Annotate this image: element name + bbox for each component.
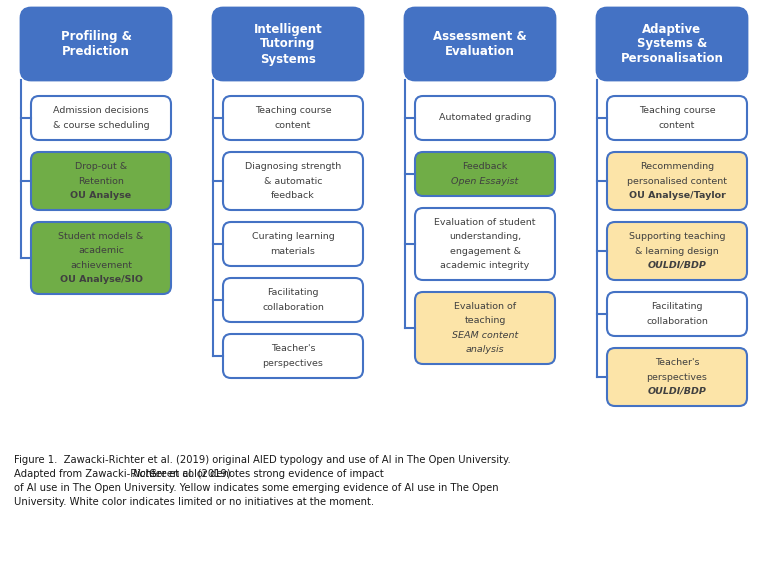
Text: Feedback: Feedback [462, 162, 508, 171]
Text: collaboration: collaboration [262, 303, 324, 312]
Text: Teacher's: Teacher's [655, 358, 699, 367]
Text: Automated grading: Automated grading [439, 114, 531, 123]
Text: Green color denotes strong evidence of impact: Green color denotes strong evidence of i… [146, 469, 384, 479]
Text: Evaluation of: Evaluation of [454, 302, 516, 311]
FancyBboxPatch shape [31, 152, 171, 210]
Text: Student models &: Student models & [58, 232, 144, 241]
Text: OULDI/BDP: OULDI/BDP [647, 387, 707, 396]
Text: Evaluation of student: Evaluation of student [434, 218, 536, 227]
FancyBboxPatch shape [213, 8, 363, 80]
Text: OU Analyse/SIO: OU Analyse/SIO [59, 275, 143, 284]
Text: perspectives: perspectives [647, 373, 707, 382]
Text: Adapted from Zawacki-Richter et al. (2019).: Adapted from Zawacki-Richter et al. (201… [14, 469, 237, 479]
FancyBboxPatch shape [607, 152, 747, 210]
Text: Teaching course: Teaching course [255, 106, 331, 115]
Text: OU Analyse: OU Analyse [71, 191, 131, 200]
Text: Admission decisions: Admission decisions [53, 106, 149, 115]
FancyBboxPatch shape [607, 292, 747, 336]
FancyBboxPatch shape [597, 8, 747, 80]
Text: Profiling &
Prediction: Profiling & Prediction [61, 30, 131, 58]
Text: Supporting teaching: Supporting teaching [629, 232, 725, 241]
Text: Figure 1.  Zawacki-Richter et al. (2019) original AIED typology and use of AI in: Figure 1. Zawacki-Richter et al. (2019) … [14, 455, 511, 465]
Text: teaching: teaching [465, 316, 505, 325]
Text: Teaching course: Teaching course [639, 106, 715, 115]
Text: Retention: Retention [78, 177, 124, 186]
Text: & course scheduling: & course scheduling [53, 121, 149, 130]
Text: Teacher's: Teacher's [271, 344, 315, 353]
Text: analysis: analysis [465, 345, 505, 354]
Text: SEAM content: SEAM content [452, 331, 518, 340]
Text: Facilitating: Facilitating [651, 302, 703, 311]
Text: & learning design: & learning design [635, 247, 719, 256]
Text: understanding,: understanding, [449, 232, 521, 241]
Text: OU Analyse/Taylor: OU Analyse/Taylor [628, 191, 726, 200]
Text: Curating learning: Curating learning [252, 232, 334, 241]
FancyBboxPatch shape [21, 8, 171, 80]
Text: of AI use in The Open University. Yellow indicates some emerging evidence of AI : of AI use in The Open University. Yellow… [14, 483, 498, 493]
FancyBboxPatch shape [405, 8, 555, 80]
Text: content: content [275, 121, 311, 130]
Text: Intelligent
Tutoring
Systems: Intelligent Tutoring Systems [253, 23, 323, 65]
Text: personalised content: personalised content [627, 177, 727, 186]
Text: Diagnosing strength: Diagnosing strength [245, 162, 341, 171]
Text: Adaptive
Systems &
Personalisation: Adaptive Systems & Personalisation [621, 23, 723, 65]
Text: engagement &: engagement & [449, 247, 521, 256]
Text: materials: materials [270, 247, 316, 256]
Text: University. White color indicates limited or no initiatives at the moment.: University. White color indicates limite… [14, 497, 374, 507]
FancyBboxPatch shape [31, 222, 171, 294]
FancyBboxPatch shape [415, 96, 555, 140]
Text: content: content [659, 121, 695, 130]
Text: Note.: Note. [133, 469, 159, 479]
FancyBboxPatch shape [31, 96, 171, 140]
Text: Open Essayist: Open Essayist [452, 177, 518, 186]
FancyBboxPatch shape [415, 152, 555, 196]
FancyBboxPatch shape [223, 152, 363, 210]
Text: Drop-out &: Drop-out & [75, 162, 127, 171]
Text: collaboration: collaboration [646, 317, 708, 326]
FancyBboxPatch shape [607, 96, 747, 140]
Text: academic: academic [78, 247, 124, 255]
FancyBboxPatch shape [415, 208, 555, 280]
Text: Recommending: Recommending [640, 162, 714, 171]
Text: academic integrity: academic integrity [440, 261, 530, 270]
Text: OULDI/BDP: OULDI/BDP [647, 261, 707, 270]
Text: & automatic: & automatic [263, 177, 323, 186]
Text: achievement: achievement [70, 261, 132, 270]
FancyBboxPatch shape [415, 292, 555, 364]
FancyBboxPatch shape [223, 278, 363, 322]
FancyBboxPatch shape [607, 222, 747, 280]
Text: feedback: feedback [271, 191, 315, 200]
Text: Facilitating: Facilitating [267, 288, 319, 297]
FancyBboxPatch shape [223, 334, 363, 378]
FancyBboxPatch shape [607, 348, 747, 406]
Text: Assessment &
Evaluation: Assessment & Evaluation [433, 30, 527, 58]
Text: perspectives: perspectives [263, 359, 323, 368]
FancyBboxPatch shape [223, 96, 363, 140]
FancyBboxPatch shape [223, 222, 363, 266]
